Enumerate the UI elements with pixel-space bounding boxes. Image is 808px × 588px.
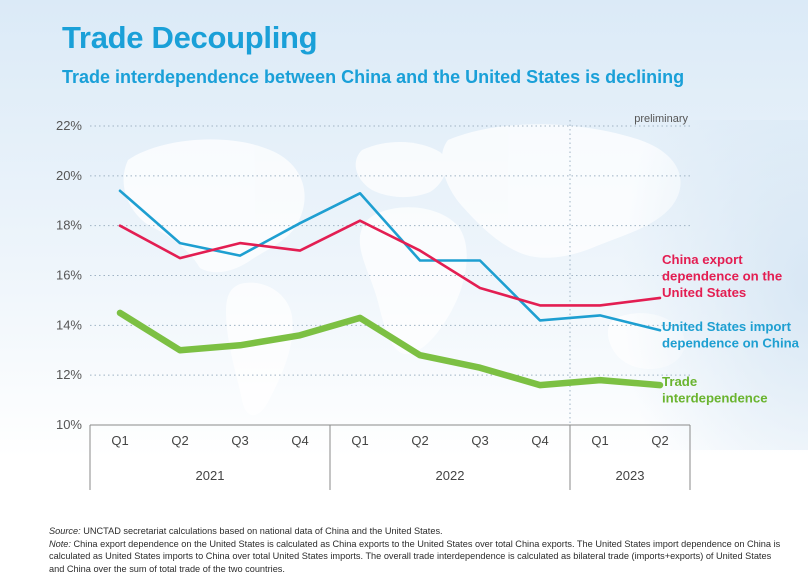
y-tick-label: 14% bbox=[56, 317, 82, 332]
series-label: China export dependence on the United Stat… bbox=[662, 252, 782, 300]
x-tick-label: Q3 bbox=[231, 433, 248, 448]
note-text: China export dependence on the United St… bbox=[49, 538, 781, 574]
y-tick-label: 10% bbox=[56, 417, 82, 432]
series-label-line: United States bbox=[662, 285, 746, 300]
series-label-line: Trade bbox=[662, 374, 697, 389]
series-label: United States import dependence on China bbox=[662, 319, 800, 351]
year-label: 2023 bbox=[616, 468, 645, 483]
preliminary-label: preliminary bbox=[634, 113, 688, 125]
series-label-line: dependence on China bbox=[662, 336, 800, 351]
year-label: 2022 bbox=[436, 468, 465, 483]
source-note: Source: UNCTAD secretariat calculations … bbox=[49, 525, 789, 538]
y-tick-label: 18% bbox=[56, 218, 82, 233]
chart-subtitle: Trade interdependence between China and … bbox=[62, 67, 685, 87]
y-tick-label: 16% bbox=[56, 268, 82, 283]
x-tick-label: Q1 bbox=[591, 433, 608, 448]
series-label: Trade interdependence bbox=[662, 374, 768, 406]
map-south-america bbox=[226, 282, 293, 416]
x-tick-label: Q3 bbox=[471, 433, 488, 448]
source-text: UNCTAD secretariat calculations based on… bbox=[83, 526, 443, 536]
series-line-2 bbox=[118, 219, 662, 307]
y-tick-label: 22% bbox=[56, 118, 82, 133]
series-label-line: China export bbox=[662, 252, 743, 267]
series-line-3 bbox=[116, 309, 664, 389]
map-europe bbox=[355, 141, 447, 198]
x-tick-label: Q2 bbox=[651, 433, 668, 448]
series-label-line: United States import bbox=[662, 319, 792, 334]
note-label: Note: bbox=[49, 538, 71, 549]
map-north-america bbox=[123, 139, 305, 273]
year-label: 2021 bbox=[196, 468, 225, 483]
y-tick-label: 20% bbox=[56, 168, 82, 183]
x-tick-label: Q4 bbox=[291, 433, 308, 448]
x-tick-label: Q1 bbox=[351, 433, 368, 448]
background-shade bbox=[600, 120, 808, 450]
footnotes: Source: UNCTAD secretariat calculations … bbox=[49, 525, 789, 575]
definition-note: Note: China export dependence on the Uni… bbox=[49, 538, 789, 576]
x-tick-label: Q2 bbox=[171, 433, 188, 448]
x-tick-label: Q2 bbox=[411, 433, 428, 448]
x-tick-label: Q1 bbox=[111, 433, 128, 448]
x-tick-label: Q4 bbox=[531, 433, 548, 448]
y-tick-label: 12% bbox=[56, 367, 82, 382]
series-label-line: interdependence bbox=[662, 391, 768, 406]
chart-title: Trade Decoupling bbox=[62, 20, 318, 55]
map-africa bbox=[359, 207, 467, 355]
source-label: Source: bbox=[49, 526, 81, 536]
series-label-line: dependence on the bbox=[662, 269, 782, 284]
